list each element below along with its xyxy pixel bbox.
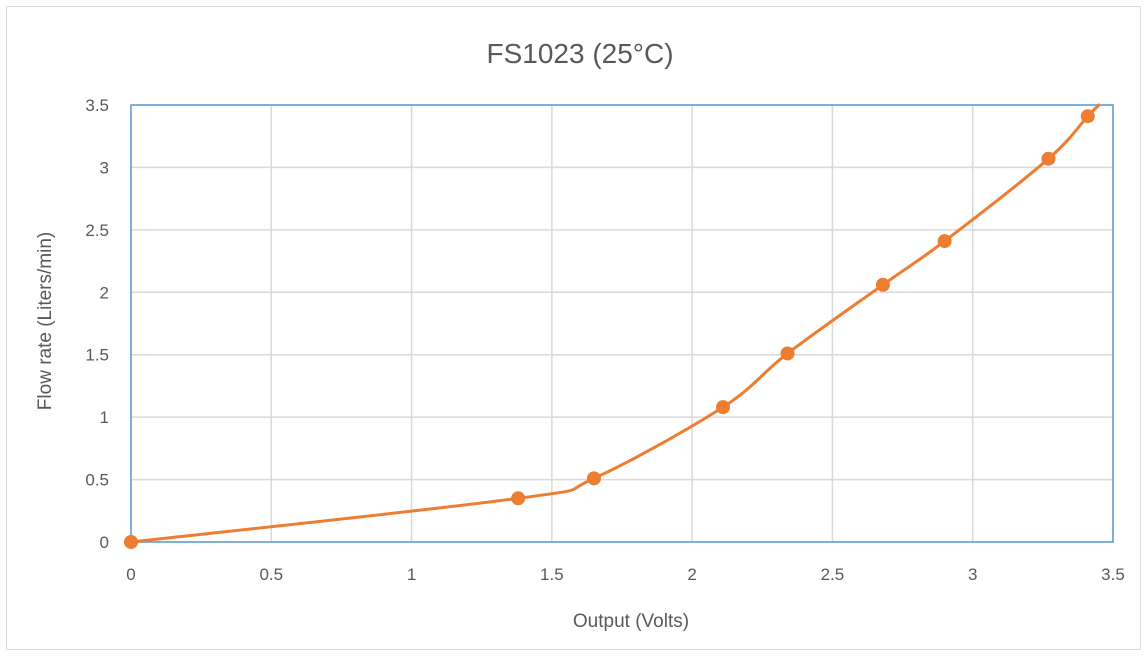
x-tick-label: 3.5 <box>1101 565 1125 584</box>
y-tick-label: 3 <box>100 158 109 177</box>
x-tick-label: 0 <box>126 565 135 584</box>
data-point-marker <box>780 346 795 361</box>
x-axis-title: Output (Volts) <box>573 611 689 632</box>
plot-area-border <box>130 104 1114 543</box>
y-tick-label: 0.5 <box>85 471 109 490</box>
data-point-marker <box>124 535 138 549</box>
data-point-marker <box>586 471 601 486</box>
y-tick-label: 2.5 <box>85 221 109 240</box>
x-tick-label: 3 <box>968 565 977 584</box>
series-markers <box>124 109 1095 549</box>
y-tick-label: 0 <box>100 533 109 552</box>
x-tick-label: 1.5 <box>540 565 564 584</box>
data-point-marker <box>1080 109 1095 124</box>
y-tick-label: 1.5 <box>85 346 109 365</box>
y-tick-label: 2 <box>100 283 109 302</box>
x-tick-labels: 0 0.5 1 1.5 2 2.5 3 3.5 <box>126 565 1125 584</box>
x-tick-label: 0.5 <box>259 565 283 584</box>
data-point-marker <box>1041 151 1056 166</box>
grid-lines <box>130 104 1114 543</box>
data-point-marker <box>937 234 952 249</box>
data-point-marker <box>716 400 731 415</box>
y-axis-title: Flow rate (Liters/min) <box>35 232 56 410</box>
data-point-marker <box>511 491 526 506</box>
y-tick-label: 3.5 <box>85 96 109 115</box>
y-tick-label: 1 <box>100 408 109 427</box>
x-tick-label: 2.5 <box>821 565 845 584</box>
y-tick-labels: 0 0.5 1 1.5 2 2.5 3 3.5 <box>85 96 109 552</box>
x-tick-label: 1 <box>407 565 416 584</box>
data-point-marker <box>875 277 890 292</box>
series-line <box>129 103 1101 544</box>
chart-title: FS1023 (25°C) <box>486 38 673 69</box>
x-tick-label: 2 <box>687 565 696 584</box>
